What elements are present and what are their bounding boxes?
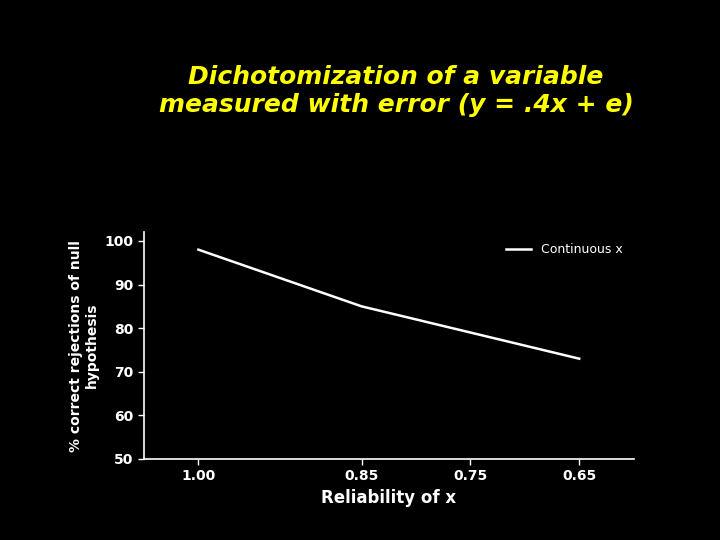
Legend: Continuous x: Continuous x xyxy=(500,239,627,261)
Y-axis label: % correct rejections of null
hypothesis: % correct rejections of null hypothesis xyxy=(69,240,99,451)
Text: Dichotomization of a variable
measured with error (y = .4x + e): Dichotomization of a variable measured w… xyxy=(158,65,634,117)
X-axis label: Reliability of x: Reliability of x xyxy=(321,489,456,507)
